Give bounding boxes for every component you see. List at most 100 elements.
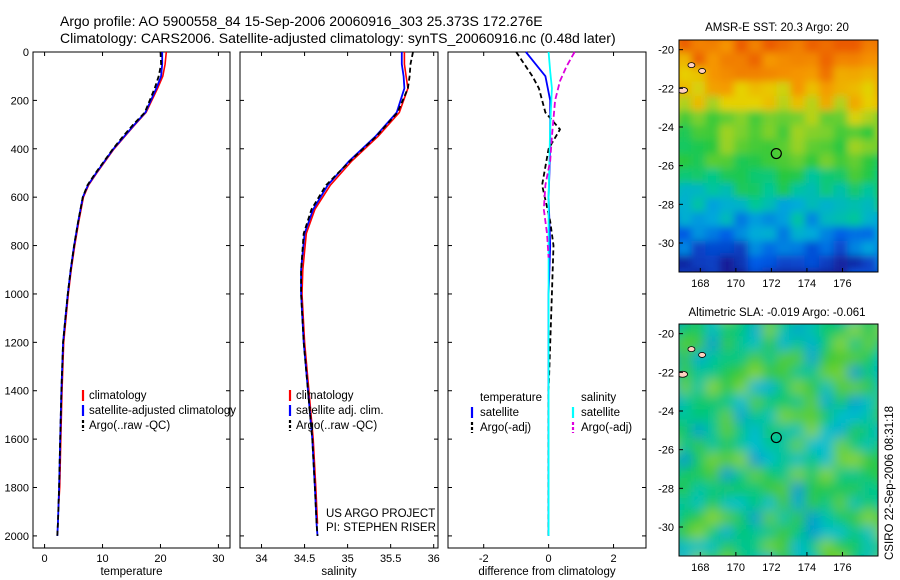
map-cell [719,40,738,57]
series-line [547,51,553,536]
map-cell [876,125,878,144]
map-cell [790,52,809,71]
map-cell [719,554,738,556]
map-cell [819,241,838,260]
map-cell [691,525,710,544]
map-cell [679,125,696,144]
map-cell [691,81,710,100]
map-cell [776,539,795,556]
map-cell [719,255,738,272]
map-cell [819,351,838,370]
map-cell [719,183,738,202]
map-cell [833,438,852,457]
map-cell [748,438,767,457]
map-cell [748,183,767,202]
island-shape [698,68,706,74]
map-cell [691,365,710,384]
map-cell [733,380,753,399]
map-cell [733,270,753,272]
map-cell [790,336,809,355]
y-tick-label: -22 [658,367,674,379]
map-cell [804,96,824,115]
map-cell [876,139,878,158]
map-cell [861,365,878,384]
map-cell [705,496,724,515]
sla-map: 168 170 172 174 176 -20 -22 -24 -26 -28 -30 [658,323,879,574]
map-cell [776,394,795,413]
map-cell [762,452,781,471]
map-cell [691,423,710,442]
map-cell [733,226,753,245]
map-cell [733,324,753,341]
map-cell [861,423,878,442]
y-tick-label: -22 [658,83,674,95]
map-cell [748,525,767,544]
map-cell [705,96,724,115]
map-cell [847,539,866,556]
map-cell [705,539,724,556]
map-cell [705,336,724,355]
map-cell [833,423,852,442]
map-cell [833,226,852,245]
map-cell [861,510,878,529]
map-cell [847,241,866,260]
map-cell [776,409,795,428]
x-tick-label: -2 [479,553,489,565]
x-tick-label: 172 [762,562,780,574]
map-cell [790,365,809,384]
map-cell [691,125,710,144]
map-cell [876,336,878,355]
map-cell [719,154,738,173]
legend-label: Argo(-adj) [480,422,531,434]
map-cell [876,81,878,100]
map-cell [819,525,838,544]
map-cell [776,438,795,457]
map-cell [705,226,724,245]
map-cell [762,525,781,544]
map-cell [776,467,795,486]
map-cell [679,351,696,370]
map-cell [691,336,710,355]
series-line [56,51,163,536]
map-cell [733,52,753,71]
map-cell [748,467,767,486]
map-cell [691,438,710,457]
map-cell [861,351,878,370]
map-cell [861,226,878,245]
map-cell [847,467,866,486]
map-cell [776,52,795,71]
map-cell [790,241,809,260]
map-cell [819,270,838,272]
map-cell [847,154,866,173]
map-cell [748,324,767,341]
map-cell [804,212,824,231]
map-cell [790,110,809,129]
map-cell [861,394,878,413]
map-cell [804,81,824,100]
map-cell [776,67,795,86]
map-cell [790,154,809,173]
map-cell [748,270,767,272]
map-cell [679,139,696,158]
map-cell [847,183,866,202]
sst-map: 168 170 172 174 176 -20 -22 -24 -26 -28 -30 [658,39,879,290]
map-cell [719,324,738,341]
map-cell [819,255,838,272]
map-cell [705,394,724,413]
y-tick-label: 0 [23,47,29,59]
legend-label: Argo(..raw -QC) [296,420,377,432]
map-cell [719,467,738,486]
map-cell [833,394,852,413]
map-cell [762,110,781,129]
map-cell [733,539,753,556]
map-cell [733,351,753,370]
map-colour-cells [679,40,878,272]
map-cell [679,409,696,428]
series-line [300,51,414,536]
map-cell [748,255,767,272]
map-cell [833,125,852,144]
map-cell [705,423,724,442]
map-cell [748,96,767,115]
map-cell [819,365,838,384]
